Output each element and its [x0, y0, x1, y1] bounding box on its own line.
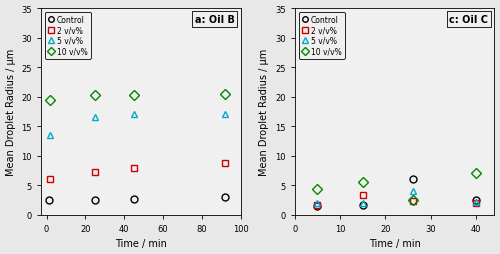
X-axis label: Time / min: Time / min: [368, 239, 420, 248]
Y-axis label: Mean Droplet Radius / μm: Mean Droplet Radius / μm: [6, 49, 16, 176]
Legend: Control, 2 v/v%, 5 v/v%, 10 v/v%: Control, 2 v/v%, 5 v/v%, 10 v/v%: [298, 13, 344, 59]
Y-axis label: Mean Droplet Radius / μm: Mean Droplet Radius / μm: [260, 49, 270, 176]
X-axis label: Time / min: Time / min: [114, 239, 166, 248]
Legend: Control, 2 v/v%, 5 v/v%, 10 v/v%: Control, 2 v/v%, 5 v/v%, 10 v/v%: [44, 13, 90, 59]
Text: c: Oil C: c: Oil C: [450, 15, 488, 25]
Text: a: Oil B: a: Oil B: [194, 15, 234, 25]
